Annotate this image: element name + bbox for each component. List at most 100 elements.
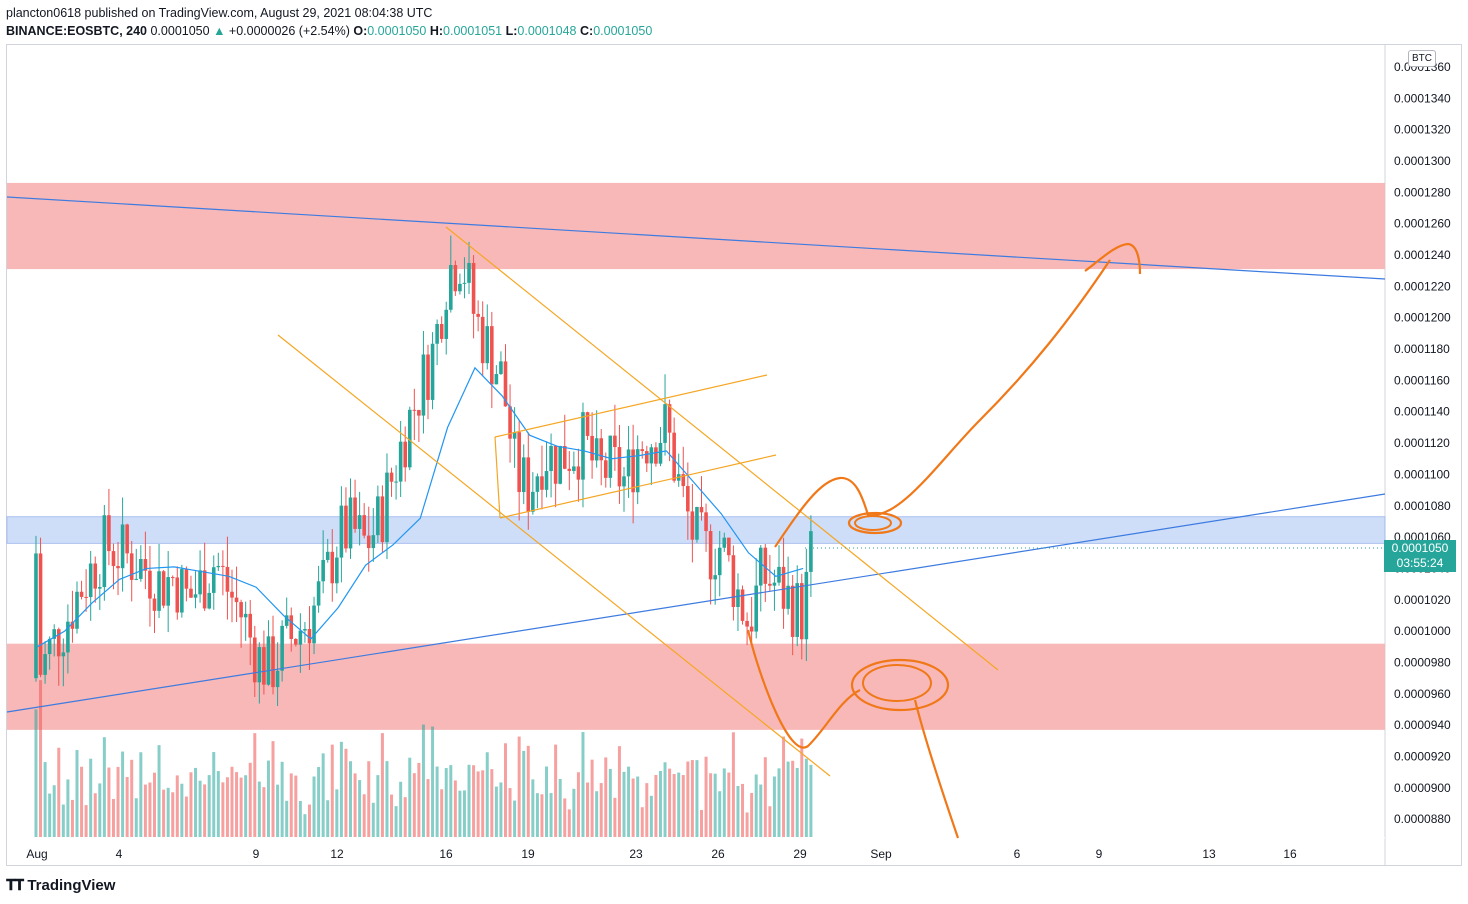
brand-name: TradingView [27, 877, 116, 894]
close-label: C: [579, 24, 594, 38]
volume-bar [121, 751, 125, 837]
volume-bar [221, 782, 225, 837]
candle-body [485, 326, 490, 364]
candle-body [772, 582, 777, 586]
candle-body [47, 638, 52, 655]
volume-bar [522, 750, 526, 837]
volume-bar [435, 766, 439, 837]
volume-bar [198, 780, 202, 837]
volume-bar [52, 785, 56, 837]
volume-bar [472, 765, 476, 837]
candle-body [70, 621, 75, 629]
volume-bar [317, 767, 321, 837]
y-tick-label: 0.0001000 [1394, 624, 1451, 638]
volume-bar [184, 796, 188, 837]
candle-body [590, 435, 594, 461]
volume-bar [326, 800, 330, 837]
volume-bar [262, 787, 266, 837]
y-tick-label: 0.0000980 [1394, 655, 1451, 669]
candle-body [613, 435, 617, 448]
descending-trendline [6, 196, 1386, 280]
candle-body [608, 435, 613, 478]
candle-body [444, 309, 449, 339]
volume-bar [403, 797, 407, 837]
volume-bar [307, 804, 311, 837]
candle-body [672, 432, 676, 481]
volume-bar [727, 772, 731, 837]
bar-countdown: 03:55:24 [1396, 556, 1444, 570]
candle-body [403, 441, 408, 468]
candle-body [809, 531, 813, 572]
candle-body [139, 558, 143, 579]
volume-bar [212, 752, 216, 837]
volume-bar [540, 794, 544, 837]
candle-body [704, 512, 708, 532]
symbol-label[interactable]: BINANCE:EOSBTC, 240 [6, 24, 147, 38]
x-tick-label: 19 [521, 847, 535, 861]
candle-body [695, 506, 699, 540]
y-tick-label: 0.0001140 [1394, 405, 1450, 419]
candle-body [736, 589, 740, 608]
candle-body [476, 313, 480, 317]
volume-bar [34, 709, 38, 837]
candle-body [763, 547, 768, 584]
candle-body [362, 515, 366, 536]
volume-bar [93, 793, 97, 837]
candle-body [166, 577, 170, 606]
tradingview-logo-icon: 𝐓𝐓 [6, 877, 24, 894]
volume-bar [809, 764, 813, 837]
candle-body [644, 451, 649, 464]
volume-bar [330, 744, 334, 837]
candle-body [585, 412, 590, 436]
candle-body [453, 265, 458, 292]
candle-body [567, 468, 572, 471]
candle-body [257, 647, 262, 683]
volume-bar [257, 781, 261, 837]
candle-body [380, 496, 385, 543]
x-tick-label: 6 [1014, 847, 1021, 861]
projected-drop-path [913, 699, 960, 839]
candle-body [325, 551, 330, 560]
volume-bar [768, 806, 772, 837]
volume-bar [289, 773, 293, 837]
volume-bar [75, 750, 79, 837]
chart-frame [6, 44, 1462, 866]
candle-body [335, 557, 339, 584]
volume-bar [736, 786, 740, 837]
volume-bar [622, 771, 626, 837]
volume-bar [503, 743, 507, 837]
volume-bar [349, 761, 353, 837]
candle-body [517, 432, 521, 493]
volume-bar [627, 766, 631, 837]
volume-bar [759, 784, 763, 837]
volume-bar [143, 784, 147, 837]
scribble-circle-lower-inner [862, 664, 932, 702]
volume-bar [367, 761, 371, 837]
candle-body [189, 588, 193, 598]
candle-body [211, 567, 216, 593]
tradingview-brand[interactable]: 𝐓𝐓 TradingView [6, 877, 115, 894]
candle-body [407, 409, 412, 468]
volume-bar [426, 779, 430, 837]
volume-bar [444, 768, 448, 837]
volume-bar [285, 800, 289, 837]
currency-badge[interactable]: BTC [1408, 50, 1436, 67]
candle-body [394, 481, 398, 483]
volume-bar [754, 774, 758, 837]
candle-body [467, 262, 471, 283]
volume-bar [777, 768, 781, 837]
candle-body [79, 591, 84, 597]
current-price-value: 0.0001050 [1391, 541, 1449, 555]
candle-body [207, 592, 211, 609]
volume-bar [203, 784, 207, 837]
x-tick-label: 9 [253, 847, 260, 861]
volume-bar [180, 783, 184, 837]
volume-bar [431, 726, 435, 837]
candle-body [526, 457, 531, 512]
candle-body [93, 563, 98, 589]
volume-bar [590, 759, 594, 837]
flag-upper-line [494, 374, 768, 438]
volume-bar [107, 767, 111, 837]
volume-bar [89, 758, 93, 837]
